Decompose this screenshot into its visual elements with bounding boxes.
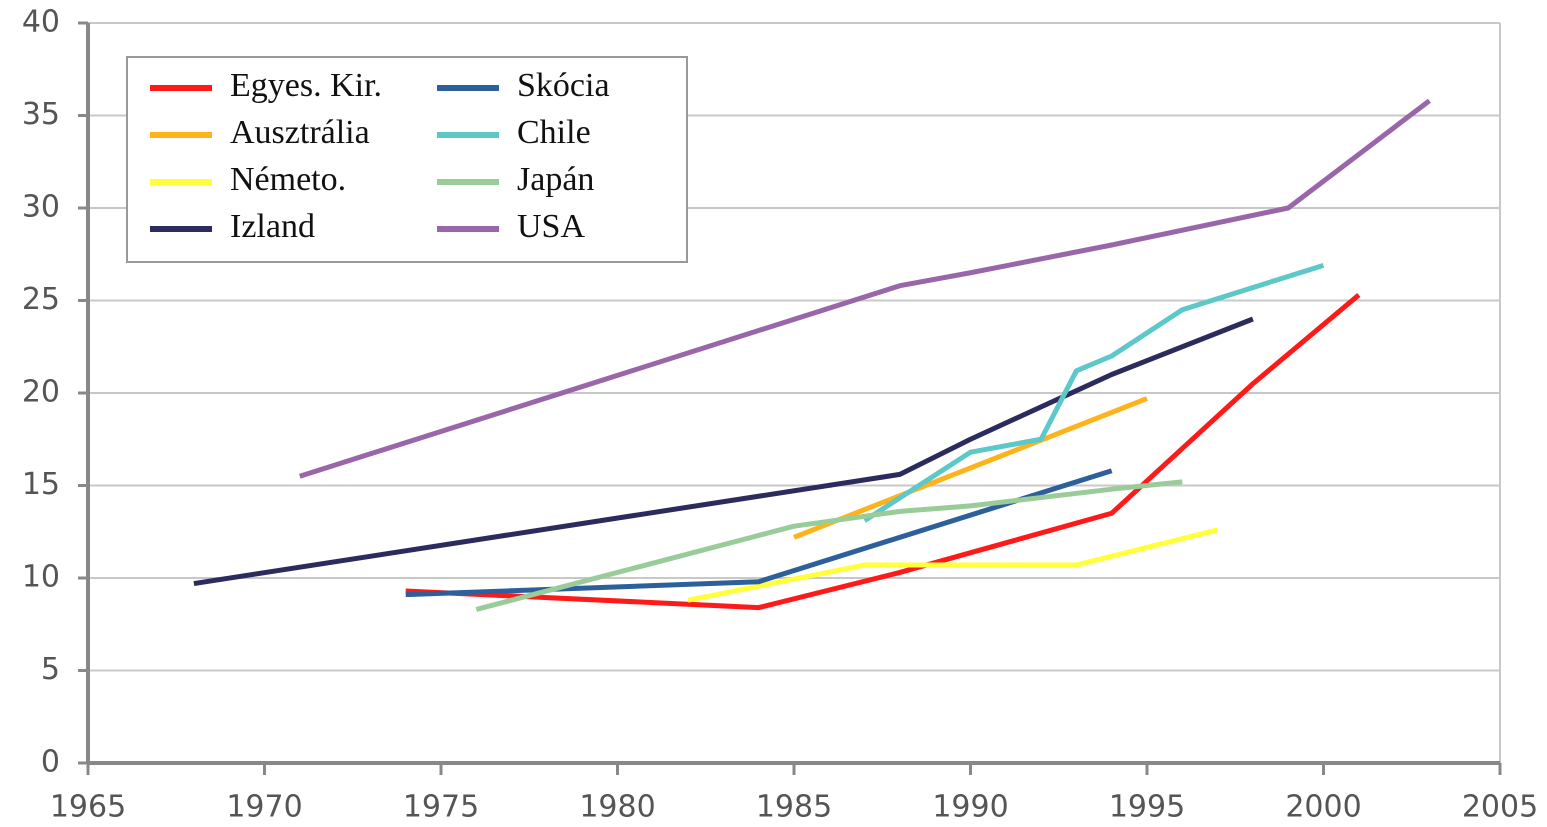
y-tick-label: 40 <box>22 5 60 40</box>
series-line <box>405 293 1361 611</box>
y-tick-label: 5 <box>41 652 60 687</box>
series-line <box>193 316 1254 587</box>
legend-label: USA <box>517 208 585 245</box>
x-tick-label: 1980 <box>579 790 655 825</box>
x-tick-label: 2000 <box>1285 790 1361 825</box>
y-tick-label: 0 <box>41 745 60 780</box>
legend-label: Ausztrália <box>230 114 370 151</box>
series-line <box>475 479 1183 612</box>
x-tick-label: 1965 <box>50 790 126 825</box>
y-tick-label: 15 <box>22 467 60 502</box>
legend-label: Izland <box>230 208 315 245</box>
legend-label: Skócia <box>517 67 610 104</box>
x-tick-label: 1990 <box>932 790 1008 825</box>
y-tick-label: 20 <box>22 375 60 410</box>
legend-label: Egyes. Kir. <box>230 67 382 104</box>
series-line <box>299 98 1431 479</box>
y-tick-label: 10 <box>22 560 60 595</box>
x-tick-label: 1970 <box>226 790 302 825</box>
series-line <box>687 527 1219 603</box>
y-tick-label: 35 <box>22 97 60 132</box>
series-line <box>405 468 1113 598</box>
x-tick-label: 2005 <box>1462 790 1538 825</box>
y-tick-label: 25 <box>22 282 60 317</box>
x-tick-label: 1975 <box>403 790 479 825</box>
legend-box <box>126 56 688 263</box>
legend-label: Chile <box>517 114 591 151</box>
series-line <box>793 396 1148 540</box>
y-tick-label: 30 <box>22 190 60 225</box>
x-tick-label: 1995 <box>1109 790 1185 825</box>
legend-label: Japán <box>517 161 594 198</box>
series-line <box>863 262 1325 523</box>
x-tick-label: 1985 <box>756 790 832 825</box>
legend-label: Németo. <box>230 161 346 198</box>
